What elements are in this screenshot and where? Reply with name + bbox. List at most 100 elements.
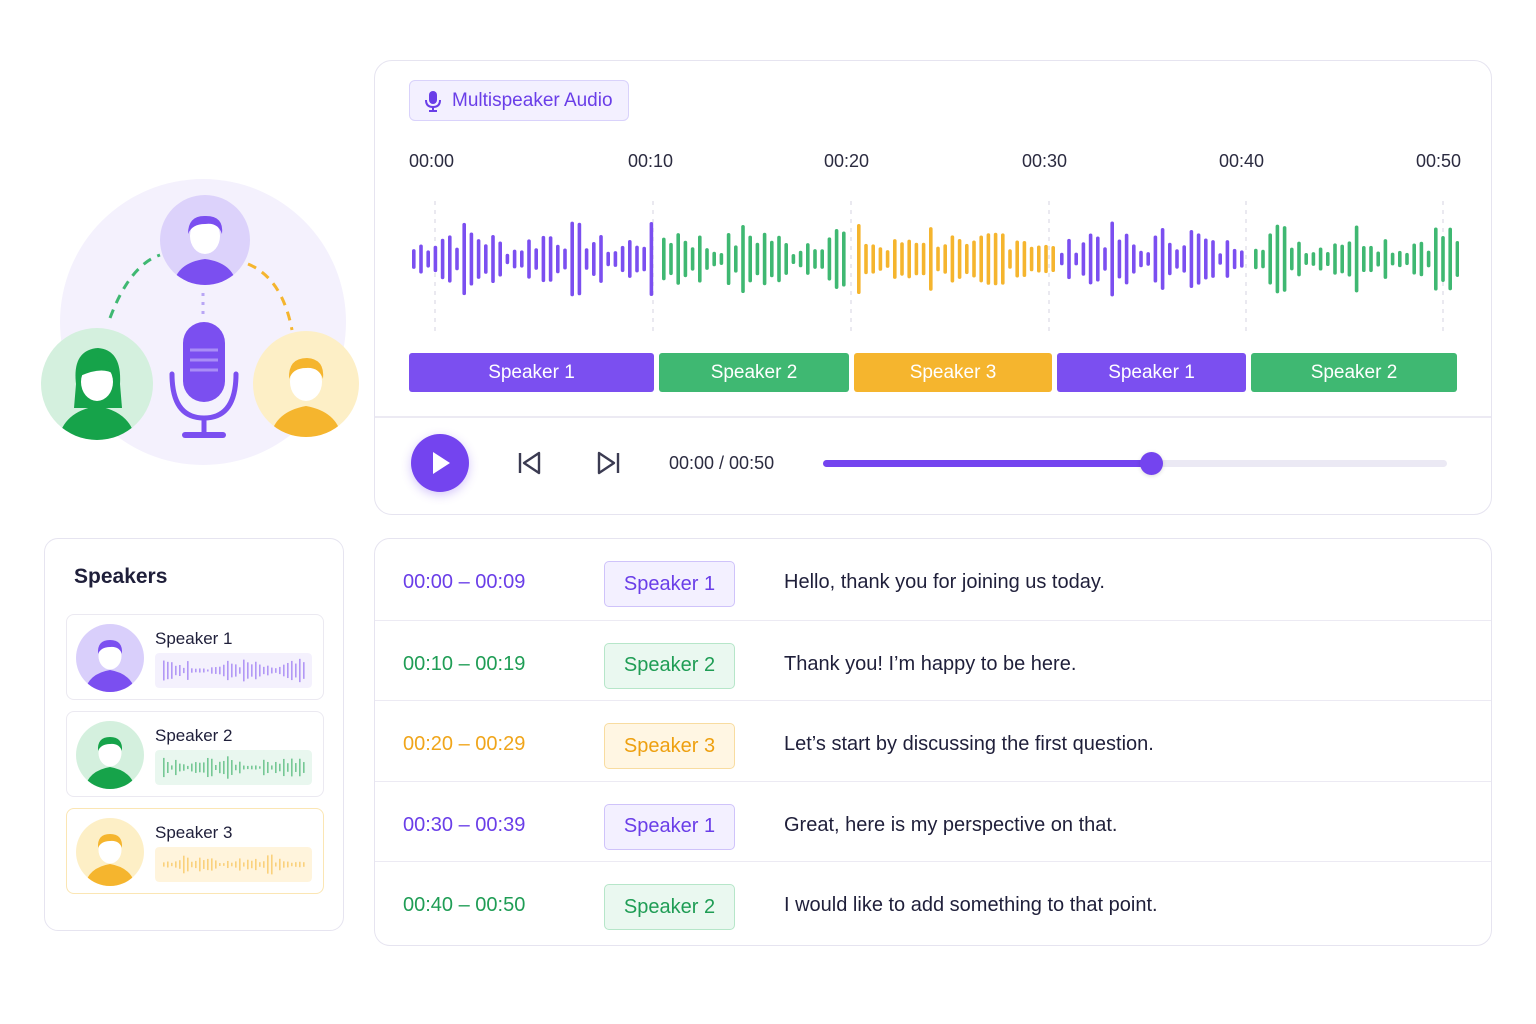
mini-waveform-bar <box>215 860 217 869</box>
mini-waveform-bar <box>275 862 277 867</box>
progress-handle[interactable] <box>1139 452 1163 475</box>
waveform-bar <box>712 251 716 267</box>
mini-waveform-bar <box>247 662 249 679</box>
progress-slider[interactable] <box>823 452 1447 475</box>
mini-waveform-bar <box>171 862 173 867</box>
mini-waveform <box>155 653 312 688</box>
mini-waveform-bar <box>175 665 177 676</box>
segment-speaker-1[interactable]: Speaker 1 <box>409 353 654 392</box>
mini-waveform-bar <box>211 858 213 871</box>
mini-waveform-bar <box>279 763 281 772</box>
skip-forward-icon[interactable] <box>595 449 623 477</box>
waveform-bar <box>563 248 567 270</box>
mini-waveform-bar <box>219 761 221 774</box>
play-button[interactable] <box>411 434 469 492</box>
segment-speaker-2[interactable]: Speaker 2 <box>1251 353 1457 392</box>
waveform-bar <box>755 242 760 276</box>
mini-waveform-bar <box>283 861 285 868</box>
mini-waveform-bar <box>163 862 165 867</box>
waveform-bar <box>1189 229 1194 289</box>
time-tick: 00:40 <box>1219 151 1265 171</box>
mini-waveform-bar <box>275 761 277 774</box>
segment-speaker-1[interactable]: Speaker 1 <box>1057 353 1246 392</box>
speakers-title: Speakers <box>74 565 168 588</box>
microphone-icon <box>425 90 441 112</box>
waveform-bar <box>462 222 466 296</box>
waveform-bar <box>820 249 824 269</box>
waveform-bar <box>683 240 688 278</box>
transcript-row[interactable]: 00:10 – 00:19 Speaker 2 Thank you! I’m h… <box>375 619 1491 701</box>
waveform-bar <box>921 242 926 276</box>
waveform-bar <box>1434 227 1438 291</box>
mini-waveform-bar <box>211 667 213 674</box>
speaker-card-1[interactable]: Speaker 1 <box>66 614 324 700</box>
transcript-text: I would like to add something to that po… <box>784 894 1158 917</box>
waveform-bar <box>484 244 488 274</box>
waveform-bar <box>1448 227 1452 291</box>
waveform-bar <box>993 232 998 286</box>
waveform-bar <box>1146 252 1150 266</box>
mini-waveform-bar <box>235 764 237 771</box>
mini-waveform-bar <box>191 763 193 772</box>
mini-waveform-bar <box>243 659 245 682</box>
waveform-bar <box>885 250 890 268</box>
mini-waveform-bar <box>303 762 305 773</box>
mini-waveform-bar <box>191 668 193 673</box>
mini-waveform-bar <box>283 758 285 777</box>
waveform-bar <box>676 233 680 285</box>
waveform-bar <box>813 249 817 269</box>
transcript-text: Thank you! I’m happy to be here. <box>784 652 1077 675</box>
mini-waveform-bar <box>263 861 265 868</box>
speaker-name: Speaker 3 <box>155 823 233 842</box>
mini-waveform-bar <box>247 859 249 870</box>
mini-waveform-bar <box>239 667 241 674</box>
waveform-bar <box>577 222 582 296</box>
segment-speaker-3[interactable]: Speaker 3 <box>854 353 1052 392</box>
speaker-card-3[interactable]: Speaker 3 <box>66 808 324 894</box>
waveform-bar <box>527 239 531 279</box>
waveform-bar <box>1139 250 1143 268</box>
waveform-bar <box>1376 251 1380 267</box>
waveform-bar <box>1347 241 1352 277</box>
waveform-bar <box>662 237 666 281</box>
person-avatar-icon <box>41 328 153 440</box>
waveform-bar <box>1441 236 1445 282</box>
waveform-bar <box>914 242 919 276</box>
transcript-row[interactable]: 00:30 – 00:39 Speaker 1 Great, here is m… <box>375 780 1491 862</box>
mini-waveform-bar <box>187 765 189 770</box>
speaker-badge: Speaker 2 <box>604 884 735 931</box>
mini-waveform-bar <box>255 858 257 871</box>
mini-waveform-bar <box>247 765 249 770</box>
transcript-panel: 00:00 – 00:09 Speaker 1 Hello, thank you… <box>374 538 1492 946</box>
waveform-bar <box>950 235 955 283</box>
waveform-bar <box>936 246 940 272</box>
mini-waveform-bar <box>291 660 293 681</box>
transcript-row[interactable]: 00:40 – 00:50 Speaker 2 I would like to … <box>375 861 1491 942</box>
mini-waveform-bar <box>259 862 261 867</box>
mini-waveform-bar <box>223 760 225 775</box>
mini-waveform-bar <box>243 765 245 770</box>
segment-speaker-2[interactable]: Speaker 2 <box>659 353 849 392</box>
mini-waveform-bar <box>199 857 201 872</box>
waveform-bar <box>791 254 796 264</box>
mini-waveform-bar <box>207 669 209 672</box>
waveform-bar <box>1304 253 1308 265</box>
mini-waveform-bar <box>179 664 181 677</box>
waveform[interactable] <box>409 201 1459 331</box>
mini-waveform-bar <box>187 661 189 680</box>
waveform-bar <box>777 235 781 283</box>
mini-waveform-bar <box>203 762 205 773</box>
speaker-card-2[interactable]: Speaker 2 <box>66 711 324 797</box>
mini-waveform-bar <box>251 860 253 869</box>
mini-waveform-bar <box>239 761 241 774</box>
waveform-bar <box>698 235 702 283</box>
mini-waveform-bar <box>191 861 193 868</box>
mini-waveform-bar <box>271 765 273 770</box>
transcript-row[interactable]: 00:00 – 00:09 Speaker 1 Hello, thank you… <box>375 539 1491 620</box>
transcript-row[interactable]: 00:20 – 00:29 Speaker 3 Let’s start by d… <box>375 700 1491 781</box>
waveform-bar <box>900 242 904 276</box>
skip-back-icon[interactable] <box>515 449 543 477</box>
waveform-bar <box>1398 250 1402 268</box>
waveform-bar <box>1390 252 1395 266</box>
waveform-bar <box>498 241 502 277</box>
